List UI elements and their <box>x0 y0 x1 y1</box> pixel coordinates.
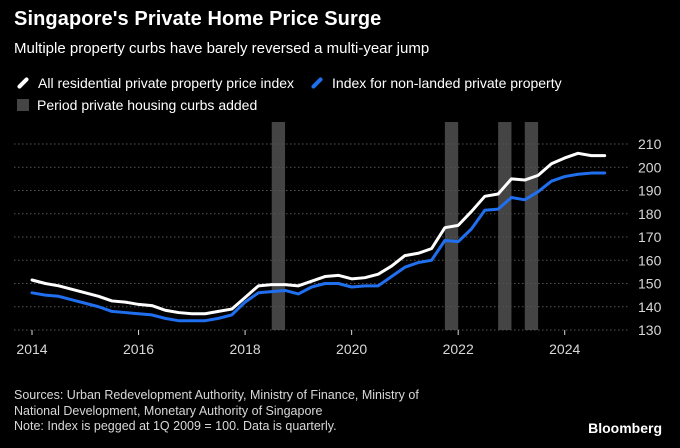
legend-item-all: All residential private property price i… <box>14 75 294 91</box>
y-tick-label-130: 130 <box>638 322 662 338</box>
y-tick-label-140: 140 <box>638 299 662 315</box>
note-line: Note: Index is pegged at 1Q 2009 = 100. … <box>14 419 337 433</box>
series-line-non-landed <box>30 171 607 323</box>
legend: All residential private property price i… <box>14 72 576 116</box>
bloomberg-logo: Bloomberg <box>588 420 662 436</box>
chart-subtitle: Multiple property curbs have barely reve… <box>14 40 430 57</box>
series-line-all-residential <box>30 151 607 316</box>
x-tick-label-2020: 2020 <box>336 341 367 357</box>
y-axis: 130 140 150 160 170 180 190 200 210 <box>638 136 662 338</box>
x-tick-label-2022: 2022 <box>443 341 474 357</box>
y-tick-label-150: 150 <box>638 276 662 292</box>
curb-periods <box>271 122 539 330</box>
y-tick-label-160: 160 <box>638 252 662 268</box>
line-chart: 130 140 150 160 170 180 190 200 210 2014 2016 2018… <box>14 122 662 357</box>
legend-row-1: All residential private property price i… <box>14 72 576 94</box>
y-tick-label-180: 180 <box>638 206 662 222</box>
y-tick-label-200: 200 <box>638 159 662 175</box>
x-tick-label-2014: 2014 <box>16 341 47 357</box>
chart-title: Singapore's Private Home Price Surge <box>14 8 382 30</box>
y-tick-label-190: 190 <box>638 183 662 199</box>
legend-swatch-curbs <box>17 99 29 111</box>
sources-line-1: Sources: Urban Redevelopment Authority, … <box>14 388 419 402</box>
legend-swatch-nonlanded <box>310 76 324 90</box>
legend-label-curbs: Period private housing curbs added <box>37 97 258 113</box>
curb-period-bar-3 <box>498 122 512 330</box>
legend-swatch-all <box>16 76 30 90</box>
legend-item-nonlanded: Index for non-landed private property <box>308 75 562 91</box>
y-tick-label-170: 170 <box>638 229 662 245</box>
legend-label-nonlanded: Index for non-landed private property <box>332 75 562 91</box>
x-tick-label-2024: 2024 <box>549 341 580 357</box>
legend-item-curbs: Period private housing curbs added <box>14 97 257 113</box>
legend-label-all: All residential private property price i… <box>38 75 295 91</box>
x-axis: 2014 2016 2018 2020 2022 2024 <box>16 330 581 357</box>
y-tick-label-210: 210 <box>638 136 662 152</box>
x-tick-label-2018: 2018 <box>230 341 261 357</box>
legend-row-2: Period private housing curbs added <box>14 94 576 116</box>
x-tick-label-2016: 2016 <box>123 341 154 357</box>
chart-footnote: Sources: Urban Redevelopment Authority, … <box>14 388 419 435</box>
curb-period-bar-4 <box>524 122 539 330</box>
series <box>30 151 607 323</box>
curb-period-bar-1 <box>271 122 286 330</box>
sources-line-2: National Development, Monetary Authority… <box>14 403 323 418</box>
